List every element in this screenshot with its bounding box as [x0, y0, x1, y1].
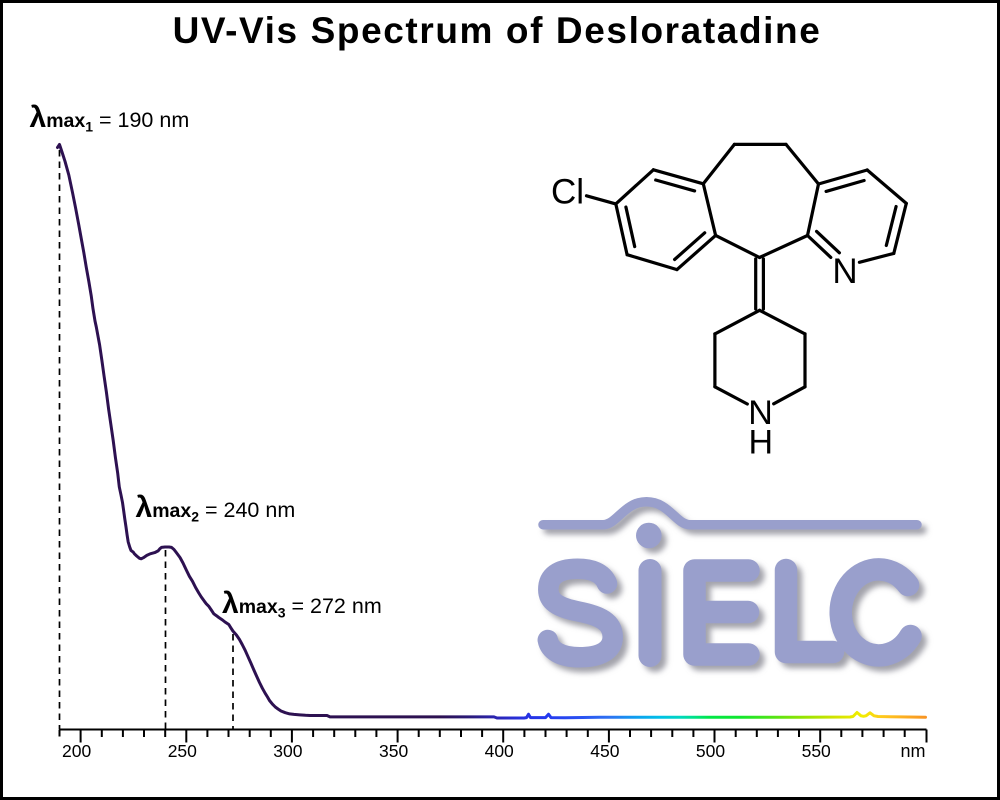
svg-text:λmax3 = 272 nm: λmax3 = 272 nm: [222, 587, 382, 621]
svg-text:λmax1 = 190 nm: λmax1 = 190 nm: [30, 101, 190, 135]
svg-text:N: N: [832, 252, 857, 291]
svg-text:400: 400: [485, 741, 514, 761]
svg-text:350: 350: [379, 741, 408, 761]
svg-text:200: 200: [62, 741, 91, 761]
svg-text:300: 300: [273, 741, 302, 761]
svg-text:250: 250: [168, 741, 197, 761]
svg-text:nm: nm: [900, 741, 925, 761]
svg-text:500: 500: [696, 741, 725, 761]
svg-text:H: H: [749, 424, 774, 462]
svg-text:UV-Vis Spectrum of Desloratadi: UV-Vis Spectrum of Desloratadine: [173, 10, 822, 51]
svg-text:550: 550: [802, 741, 831, 761]
svg-text:450: 450: [590, 741, 619, 761]
svg-text:λmax2 = 240 nm: λmax2 = 240 nm: [136, 491, 296, 525]
svg-text:Cl: Cl: [551, 173, 584, 212]
svg-text:N: N: [748, 394, 773, 432]
